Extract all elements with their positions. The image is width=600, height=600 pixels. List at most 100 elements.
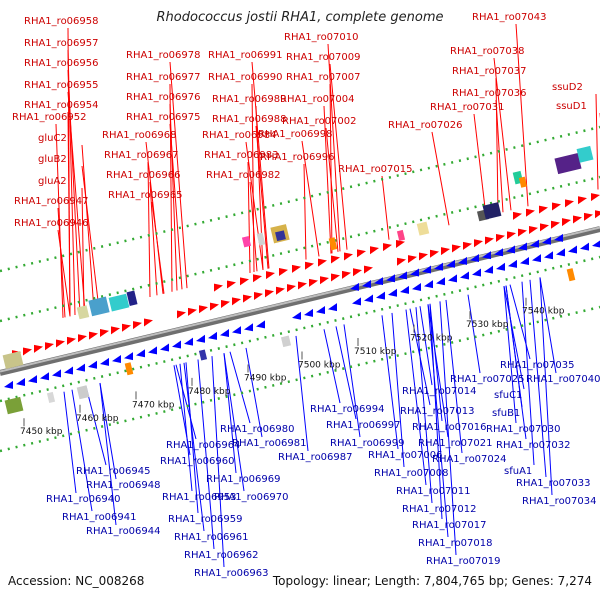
reverse-leader-line (427, 304, 449, 438)
forward-gene-arrow (591, 193, 600, 202)
forward-leader-line (249, 181, 258, 272)
reverse-leader-line (245, 347, 263, 438)
reverse-leader-line (509, 284, 531, 360)
reverse-gene-arrow (208, 331, 217, 340)
reverse-gene-arrow (436, 277, 445, 286)
forward-gene-arrow (342, 270, 351, 279)
special-feature-box (275, 230, 286, 242)
reverse-gene-arrow (434, 262, 443, 271)
special-feature-box (566, 268, 576, 282)
special-feature-box (124, 362, 134, 376)
forward-gene-arrow (357, 249, 366, 258)
reverse-gene-label: RHA1_ro06944 (86, 526, 161, 537)
reverse-gene-label: RHA1_ro07033 (516, 478, 591, 489)
reverse-gene-arrow (76, 363, 85, 372)
forward-gene-label: RHA1_ro07010 (284, 32, 359, 43)
reverse-gene-arrow (88, 360, 97, 369)
forward-gene-label: RHA1_ro06984 (202, 130, 277, 141)
reverse-gene-arrow (496, 262, 505, 271)
forward-gene-label: RHA1_ro06966 (106, 170, 181, 181)
reverse-leader-line (539, 277, 553, 496)
forward-leader-line (169, 61, 188, 289)
reverse-leader-line (429, 303, 443, 520)
forward-gene-arrow (578, 196, 587, 205)
forward-gene-label: ssuD1 (556, 101, 587, 112)
forward-gene-arrow (243, 294, 252, 303)
reverse-gene-arrow (28, 375, 37, 384)
forward-gene-label: RHA1_ro06965 (108, 190, 183, 201)
forward-leader-line (325, 127, 339, 252)
reverse-gene-label: RHA1_ro06948 (86, 480, 161, 491)
reverse-gene-arrow (400, 285, 409, 294)
forward-gene-label: RHA1_ro07002 (282, 116, 357, 127)
reverse-gene-label: RHA1_ro07040 (526, 374, 600, 385)
reverse-gene-arrow (328, 303, 337, 312)
reverse-gene-arrow (136, 349, 145, 358)
reverse-leader-line (427, 304, 449, 538)
reverse-gene-arrow (148, 346, 157, 355)
special-feature-box (198, 349, 208, 361)
forward-gene-label: RHA1_ro07043 (472, 12, 547, 23)
reverse-gene-label: RHA1_ro07014 (402, 386, 477, 397)
gene-features (2, 145, 600, 415)
reverse-gene-arrow (16, 378, 25, 386)
reverse-gene-arrow (568, 245, 577, 254)
forward-gene-label: RHA1_ro06989 (212, 94, 287, 105)
forward-gene-arrow (353, 268, 362, 277)
reverse-gene-arrow (364, 294, 373, 303)
reverse-gene-label: sfuB1 (492, 408, 520, 419)
special-feature-box (108, 293, 130, 312)
forward-gene-arrow (56, 339, 65, 348)
reverse-gene-arrow (506, 245, 515, 254)
reverse-leader-line (295, 335, 309, 452)
forward-gene-arrow (318, 258, 327, 267)
reverse-gene-label: RHA1_ro06987 (278, 452, 353, 463)
forward-gene-arrow (573, 215, 582, 224)
reverse-gene-arrow (376, 291, 385, 300)
reverse-gene-arrow (520, 257, 529, 266)
forward-gene-arrow (565, 199, 574, 208)
reverse-gene-arrow (172, 340, 181, 349)
reverse-gene-label: RHA1_ro06960 (160, 456, 235, 467)
reverse-gene-label: RHA1_ro06969 (206, 474, 281, 485)
special-feature-box (280, 335, 292, 348)
reverse-leader-line (85, 386, 107, 466)
special-feature-box (482, 202, 502, 220)
reverse-gene-label: RHA1_ro06945 (76, 466, 151, 477)
reverse-gene-label: RHA1_ro07032 (496, 440, 571, 451)
forward-gene-arrow (584, 212, 593, 221)
forward-gene-arrow (364, 265, 373, 274)
forward-gene-arrow (133, 321, 142, 330)
forward-gene-label: RHA1_ro07031 (430, 102, 505, 113)
reverse-leader-line (173, 365, 191, 456)
special-feature-box (256, 232, 266, 246)
forward-leader-line (323, 105, 332, 254)
forward-gene-arrow (309, 278, 318, 287)
reverse-gene-arrow (256, 320, 265, 329)
reverse-gene-label: RHA1_ro06941 (62, 512, 137, 523)
forward-leader-line (67, 69, 81, 314)
forward-gene-arrow (287, 284, 296, 293)
forward-leader-line (493, 57, 512, 211)
forward-gene-arrow (551, 220, 560, 229)
reverse-gene-arrow (350, 282, 359, 291)
reverse-gene-arrow (40, 372, 49, 381)
forward-gene-arrow (34, 344, 43, 353)
reverse-gene-arrow (232, 326, 241, 335)
reverse-gene-arrow (292, 311, 301, 320)
reverse-gene-label: RHA1_ro07011 (396, 486, 471, 497)
forward-gene-label: RHA1_ro06991 (208, 50, 283, 61)
reverse-gene-arrow (316, 306, 325, 314)
reverse-gene-arrow (220, 329, 229, 338)
reverse-gene-arrow (196, 334, 205, 343)
forward-gene-arrow (89, 331, 98, 340)
forward-gene-arrow (529, 226, 538, 235)
reverse-gene-label: RHA1_ro07024 (432, 454, 507, 465)
reverse-gene-arrow (482, 251, 491, 260)
forward-gene-arrow (254, 292, 263, 301)
forward-leader-line (303, 163, 307, 260)
reverse-gene-label: RHA1_ro07018 (418, 538, 493, 549)
forward-gene-label: RHA1_ro07026 (388, 120, 463, 131)
forward-gene-arrow (265, 289, 274, 298)
